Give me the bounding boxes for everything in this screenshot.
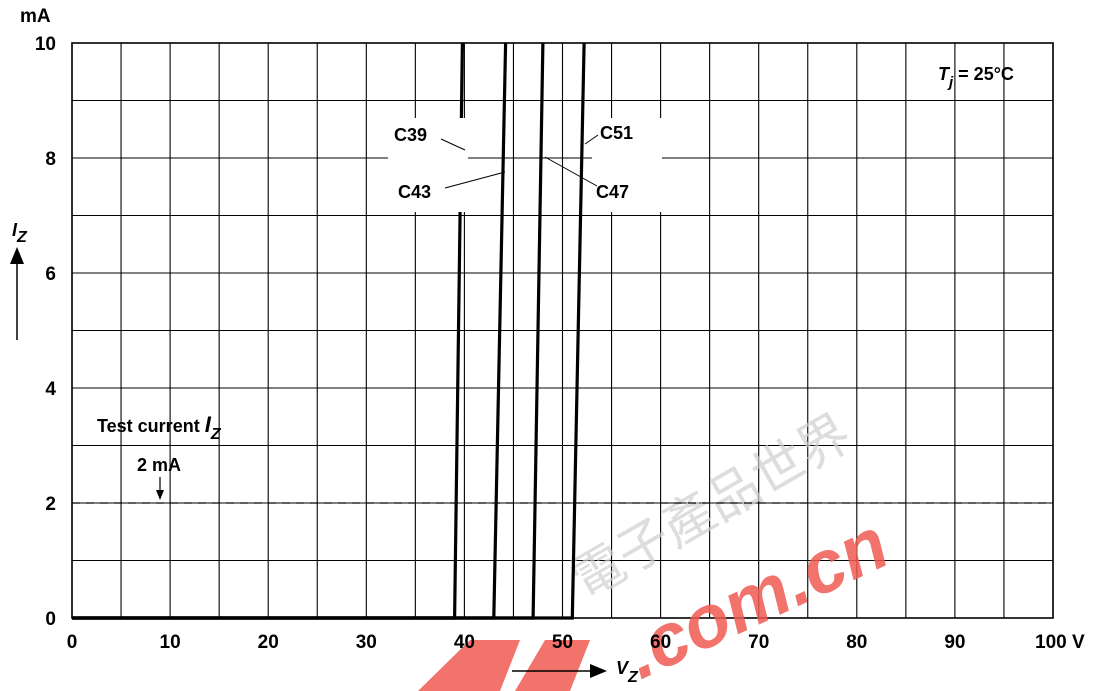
y-tick-label: 6: [45, 264, 56, 285]
x-tick-label: 60: [650, 632, 671, 653]
series-label-c43: C43: [398, 182, 431, 202]
test-current-value: 2 mA: [137, 455, 181, 475]
y-tick-label: 4: [45, 379, 56, 400]
leader-c51: [584, 134, 599, 145]
x-tick-label: 10: [160, 632, 181, 653]
grid-lines: [71, 42, 1054, 619]
test-current-text: Test current: [97, 416, 205, 436]
svg-text:IZ: IZ: [12, 220, 28, 246]
y-axis-subscript: Z: [16, 229, 28, 246]
y-unit-label: mA: [20, 6, 51, 27]
x-tick-label: 50: [552, 632, 573, 653]
leader-c47: [544, 156, 598, 187]
y-tick-label: 0: [45, 609, 56, 630]
y-tick-labels: 0 2 4 6 8 10: [35, 34, 57, 630]
series-labels: C39 C43 C47 C51: [388, 118, 662, 212]
y-tick-label: 2: [45, 494, 56, 515]
x-axis-symbol: V: [616, 658, 630, 678]
x-tick-labels: 0 10 20 30 40 50 60 70 80 90 100 V: [67, 632, 1085, 653]
leader-c39: [440, 138, 466, 151]
x-tick-label: 100 V: [1035, 632, 1085, 653]
y-axis-label: IZ: [10, 220, 28, 340]
x-tick-label: 0: [67, 632, 78, 653]
x-tick-label: 30: [356, 632, 377, 653]
x-axis-subscript: Z: [627, 669, 639, 686]
x-tick-label: 20: [258, 632, 279, 653]
series-label-c39: C39: [394, 125, 427, 145]
x-tick-label: 70: [748, 632, 769, 653]
svg-text:VZ: VZ: [616, 658, 639, 686]
watermark-logo-shape: [418, 640, 590, 691]
test-current-symbol: I: [205, 412, 212, 437]
leader-c43: [444, 171, 506, 189]
x-tick-label: 40: [454, 632, 475, 653]
test-current-annotation: Test current IZ 2 mA: [97, 412, 222, 500]
y-axis-arrow-head: [10, 247, 24, 264]
series-label-c51: C51: [600, 123, 633, 143]
x-tick-label: 90: [944, 632, 965, 653]
x-axis-arrow-head: [590, 664, 607, 678]
x-tick-label: 80: [846, 632, 867, 653]
y-tick-label: 8: [45, 149, 56, 170]
test-current-arrow-head: [156, 490, 164, 500]
y-tick-label: 10: [35, 34, 56, 55]
x-axis-label: VZ: [512, 658, 639, 686]
svg-text:Test current IZ: Test current IZ: [97, 412, 222, 443]
series-curves: [72, 42, 586, 620]
conditions-label: Tj = 25°C: [938, 64, 1014, 91]
series-label-c47: C47: [596, 182, 629, 202]
test-current-subscript: Z: [210, 426, 222, 443]
y-axis-symbol: I: [12, 220, 18, 240]
series-curve-c51: [72, 42, 586, 620]
